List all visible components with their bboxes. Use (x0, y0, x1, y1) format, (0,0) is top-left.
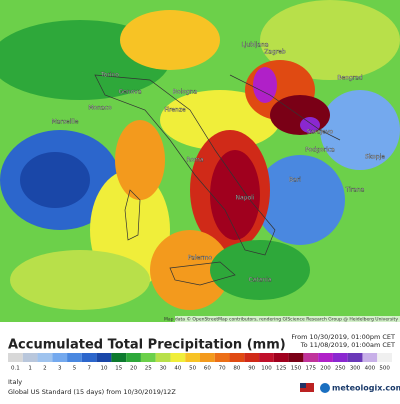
city-label: Catania (248, 277, 271, 284)
region: Italy (8, 378, 22, 386)
model-run: Global US Standard (15 days) from 10/30/… (8, 388, 176, 396)
legend-swatch (170, 353, 186, 362)
legend-label: 90 (248, 366, 255, 372)
from-date: From 10/30/2019, 01:00pm CET (291, 333, 395, 341)
legend-label: 250 (335, 366, 346, 372)
legend-swatch (347, 353, 363, 362)
legend-label: 60 (204, 366, 211, 372)
legend-label: 125 (276, 366, 287, 372)
legend-swatch (67, 353, 82, 362)
legend-swatch (8, 353, 23, 362)
legend-swatch (288, 353, 304, 362)
legend-label: 0.1 (11, 366, 20, 372)
legend-label: 5 (73, 366, 77, 372)
legend-swatch (377, 353, 392, 362)
legend-label: 3 (58, 366, 62, 372)
attribution: Map data © OpenStreetMap contributors, r… (164, 316, 398, 323)
legend-label: 200 (320, 366, 331, 372)
city-label: Firenze (164, 107, 186, 114)
legend-label: 175 (306, 366, 317, 372)
legend-swatch (22, 353, 38, 362)
legend-swatch (140, 353, 156, 362)
city-label: Zagreb (264, 49, 286, 56)
legend-swatch (185, 353, 200, 362)
legend-label: 20 (130, 366, 137, 372)
legend-label: 70 (219, 366, 226, 372)
legend: 0.1 1 2 3 5 7 10 15 20 25 30 40 50 60 70 80 90 100 125 150 1… (8, 353, 392, 372)
legend-label: 300 (350, 366, 361, 372)
legend-label: 500 (379, 366, 390, 372)
logo-icon (320, 383, 330, 393)
legend-swatch (318, 353, 333, 362)
city-label: Ljubljana (241, 42, 268, 49)
city-label: Roma (186, 157, 203, 164)
legend-label: 7 (87, 366, 91, 372)
legend-label: 30 (160, 366, 167, 372)
legend-label: 80 (233, 366, 240, 372)
legend-swatch (155, 353, 171, 362)
legend-swatch (244, 353, 260, 362)
legend-swatch (362, 353, 378, 362)
legend-label: 25 (145, 366, 152, 372)
city-label: Podgorica (305, 147, 335, 154)
city-label: Palermo (188, 255, 213, 262)
legend-swatch (111, 353, 127, 362)
city-label: Sarajevo (307, 129, 334, 136)
brand[interactable]: meteologix.com (332, 384, 400, 393)
city-label: Bologna (173, 89, 198, 96)
to-date: To 11/08/2019, 01:00am CET (300, 341, 395, 349)
city-label: Tirana (345, 187, 365, 194)
legend-label: 400 (365, 366, 376, 372)
legend-swatch (52, 353, 68, 362)
city-label: Genova (118, 89, 141, 96)
legend-label: 150 (291, 366, 302, 372)
legend-swatch (96, 353, 112, 362)
legend-swatch (81, 353, 97, 362)
legend-swatch (214, 353, 230, 362)
city-label: Marseille (52, 119, 79, 126)
city-label: Napoli (236, 195, 255, 202)
flag-icon (300, 383, 314, 392)
legend-label: 100 (261, 366, 272, 372)
legend-swatch (273, 353, 289, 362)
legend-label: 1 (28, 366, 32, 372)
legend-label: 10 (101, 366, 108, 372)
legend-swatch (229, 353, 245, 362)
legend-swatch (37, 353, 53, 362)
legend-label: 15 (115, 366, 122, 372)
city-label: Skopje (365, 154, 385, 161)
legend-swatch (200, 353, 215, 362)
legend-label: 40 (174, 366, 181, 372)
city-label: Bari (289, 177, 301, 184)
city-label: Torino (100, 72, 119, 79)
title: Accumulated Total Precipitation (mm) (8, 338, 286, 353)
legend-swatch (126, 353, 141, 362)
legend-swatch (332, 353, 348, 362)
legend-label: 2 (43, 366, 47, 372)
city-label: Beograd (337, 75, 362, 82)
legend-swatch (303, 353, 319, 362)
legend-swatch (259, 353, 274, 362)
city-label: Monaco (88, 105, 112, 112)
legend-label: 50 (189, 366, 196, 372)
